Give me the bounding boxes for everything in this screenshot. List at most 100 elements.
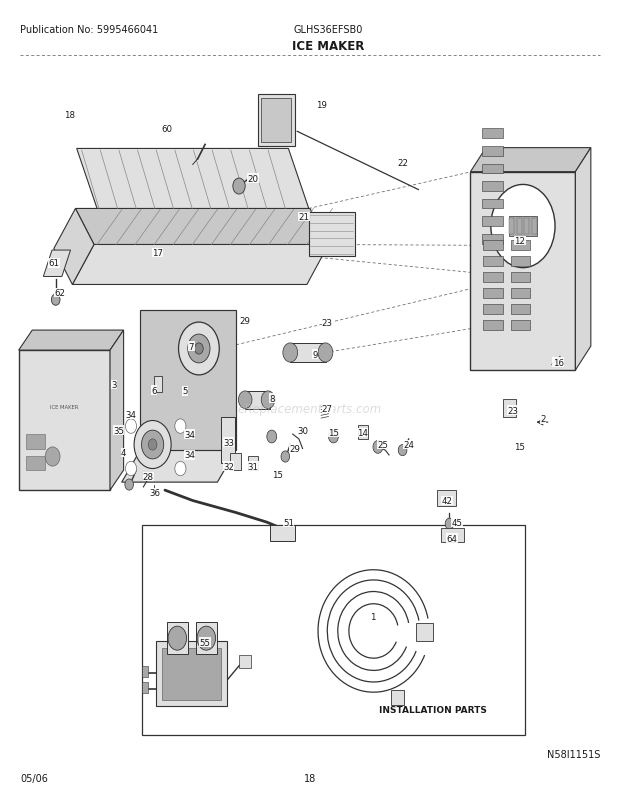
- Text: 34: 34: [184, 451, 195, 460]
- Bar: [471, 172, 575, 371]
- Text: 33: 33: [223, 438, 234, 447]
- Bar: [154, 377, 162, 393]
- Bar: [437, 491, 456, 507]
- Text: 19: 19: [316, 101, 327, 110]
- Bar: [290, 343, 326, 363]
- Bar: [270, 525, 294, 541]
- Text: GLHS36EFSB0: GLHS36EFSB0: [294, 26, 363, 35]
- Bar: [482, 164, 503, 174]
- Text: 15: 15: [328, 428, 339, 437]
- Text: 8: 8: [269, 394, 275, 403]
- Text: 15: 15: [515, 442, 525, 451]
- Bar: [482, 147, 503, 156]
- Bar: [483, 257, 503, 267]
- Bar: [167, 622, 188, 654]
- Bar: [483, 305, 503, 314]
- Circle shape: [283, 343, 298, 363]
- Polygon shape: [122, 451, 236, 483]
- Text: ICE MAKER: ICE MAKER: [292, 40, 365, 53]
- Circle shape: [175, 462, 186, 476]
- Bar: [483, 241, 503, 251]
- Text: INSTALLATION PARTS: INSTALLATION PARTS: [379, 706, 487, 715]
- Bar: [511, 273, 530, 283]
- Text: 18: 18: [64, 111, 75, 120]
- Bar: [196, 622, 218, 654]
- Circle shape: [188, 334, 210, 363]
- Polygon shape: [43, 251, 71, 277]
- Text: 5: 5: [182, 387, 188, 396]
- Circle shape: [125, 419, 136, 434]
- Text: 23: 23: [322, 318, 333, 327]
- Text: 28: 28: [143, 472, 154, 481]
- Bar: [309, 213, 355, 257]
- Text: N58I1151S: N58I1151S: [547, 749, 600, 759]
- Text: 23: 23: [507, 406, 518, 415]
- Circle shape: [197, 626, 216, 650]
- Text: 05/06: 05/06: [20, 773, 48, 783]
- Circle shape: [179, 322, 219, 375]
- Circle shape: [148, 439, 157, 451]
- Bar: [26, 435, 45, 449]
- Circle shape: [373, 441, 383, 454]
- Text: 32: 32: [223, 462, 234, 471]
- Circle shape: [125, 462, 136, 476]
- Text: 60: 60: [161, 125, 172, 134]
- Text: 2: 2: [541, 415, 546, 424]
- Polygon shape: [54, 209, 94, 286]
- Circle shape: [51, 294, 60, 306]
- Bar: [503, 399, 516, 417]
- Polygon shape: [575, 148, 591, 371]
- Circle shape: [318, 343, 333, 363]
- Text: 42: 42: [441, 496, 453, 505]
- Bar: [511, 241, 530, 251]
- Text: 24: 24: [403, 440, 414, 449]
- Bar: [441, 528, 464, 542]
- Bar: [482, 182, 503, 192]
- Polygon shape: [73, 245, 329, 286]
- Bar: [511, 321, 530, 330]
- Bar: [239, 655, 251, 668]
- Circle shape: [329, 431, 339, 444]
- Bar: [156, 641, 227, 707]
- Text: Publication No: 5995466041: Publication No: 5995466041: [20, 26, 158, 35]
- Circle shape: [445, 518, 454, 529]
- Text: 34: 34: [125, 410, 136, 419]
- Bar: [142, 666, 148, 678]
- Text: 25: 25: [378, 440, 388, 449]
- Circle shape: [239, 391, 252, 409]
- Bar: [510, 219, 515, 235]
- Circle shape: [281, 452, 290, 463]
- Text: 29: 29: [240, 317, 250, 326]
- Text: 16: 16: [552, 358, 564, 367]
- Polygon shape: [19, 330, 123, 350]
- Circle shape: [261, 391, 275, 409]
- Text: eReplacementParts.com: eReplacementParts.com: [238, 403, 382, 415]
- Bar: [248, 456, 258, 471]
- Text: 62: 62: [55, 289, 66, 298]
- Text: 51: 51: [283, 518, 294, 527]
- Bar: [482, 200, 503, 209]
- Circle shape: [134, 421, 171, 469]
- Text: 34: 34: [184, 430, 195, 439]
- Bar: [483, 321, 503, 330]
- Polygon shape: [76, 209, 329, 245]
- Circle shape: [398, 445, 407, 456]
- Circle shape: [168, 626, 187, 650]
- Bar: [482, 217, 503, 227]
- Polygon shape: [140, 310, 236, 451]
- Text: 31: 31: [248, 462, 259, 471]
- Circle shape: [45, 448, 60, 467]
- Polygon shape: [471, 148, 591, 172]
- Text: 35: 35: [113, 426, 124, 435]
- Text: 18: 18: [304, 773, 316, 783]
- Circle shape: [125, 480, 133, 491]
- Bar: [482, 129, 503, 139]
- Circle shape: [175, 419, 186, 434]
- Bar: [511, 305, 530, 314]
- Bar: [510, 217, 536, 237]
- Circle shape: [233, 179, 245, 195]
- Text: 36: 36: [149, 488, 160, 497]
- Text: 61: 61: [48, 259, 60, 268]
- Bar: [358, 425, 368, 439]
- Text: 7: 7: [188, 342, 194, 351]
